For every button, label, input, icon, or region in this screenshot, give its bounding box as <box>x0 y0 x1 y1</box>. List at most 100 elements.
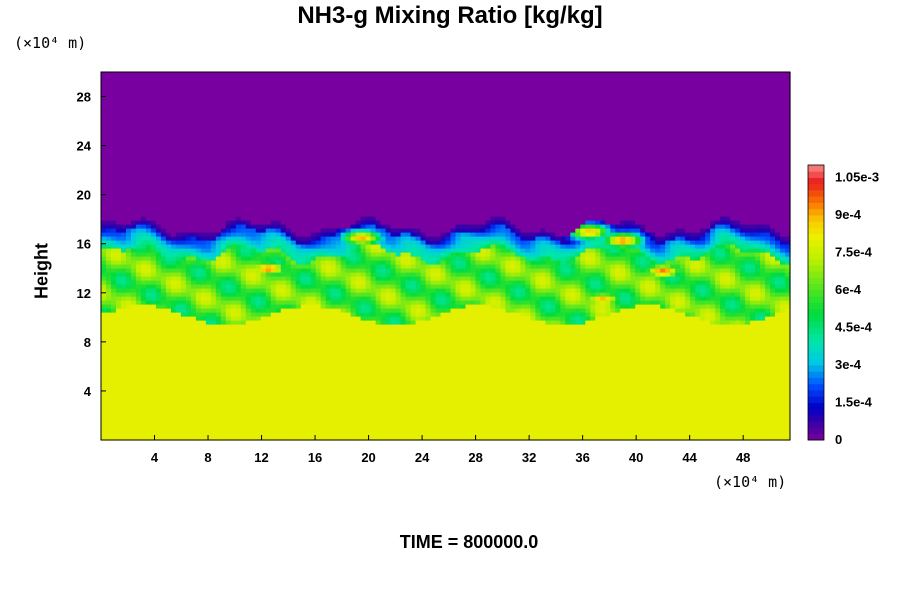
field-cell <box>470 316 477 321</box>
field-cell <box>545 324 551 329</box>
field-cell <box>105 292 112 297</box>
field-cell <box>265 312 272 317</box>
field-cell <box>480 320 487 325</box>
field-cell <box>190 380 197 385</box>
field-cell <box>175 344 182 349</box>
field-cell <box>395 360 402 365</box>
field-cell <box>365 332 372 337</box>
field-cell <box>505 372 511 377</box>
field-cell <box>275 352 282 357</box>
field-cell <box>725 364 731 369</box>
field-cell <box>210 372 217 377</box>
field-cell <box>165 312 172 317</box>
field-cell <box>305 332 312 337</box>
field-cell <box>320 312 327 317</box>
field-cell <box>185 344 192 349</box>
field-cell <box>160 292 167 297</box>
field-cell <box>630 316 636 321</box>
field-cell <box>765 308 771 313</box>
field-cell <box>575 352 581 357</box>
field-cell <box>315 412 322 417</box>
field-cell <box>520 368 526 373</box>
field-cell <box>620 340 626 345</box>
field-cell <box>355 340 362 345</box>
field-cell <box>410 332 417 337</box>
field-cell <box>420 328 427 333</box>
field-cell <box>570 340 576 345</box>
field-cell <box>660 400 666 405</box>
field-cell <box>645 340 651 345</box>
field-cell <box>760 420 766 425</box>
field-cell <box>290 336 297 341</box>
field-cell <box>680 424 686 429</box>
field-cell <box>690 396 696 401</box>
field-cell <box>625 352 631 357</box>
field-cell <box>525 360 531 365</box>
field-cell <box>220 408 227 413</box>
field-cell <box>370 388 377 393</box>
field-cell <box>275 304 282 309</box>
field-cell <box>750 352 756 357</box>
field-cell <box>720 368 726 373</box>
field-cell <box>665 424 671 429</box>
field-cell <box>735 376 741 381</box>
field-cell <box>175 404 182 409</box>
field-cell <box>135 320 142 325</box>
field-cell <box>505 368 511 373</box>
field-cell <box>420 396 427 401</box>
field-cell <box>485 312 492 317</box>
field-cell <box>660 416 666 421</box>
field-cell <box>180 304 187 309</box>
field-cell <box>615 368 621 373</box>
field-cell <box>500 312 507 317</box>
field-cell <box>660 368 666 373</box>
field-cell <box>630 348 636 353</box>
field-cell <box>125 344 132 349</box>
field-cell <box>160 396 167 401</box>
field-cell <box>160 420 167 425</box>
field-cell <box>285 408 292 413</box>
field-cell <box>545 340 551 345</box>
field-cell <box>175 428 182 433</box>
field-cell <box>370 396 377 401</box>
field-cell <box>595 324 601 329</box>
field-cell <box>585 336 591 341</box>
field-cell <box>375 400 382 405</box>
field-cell <box>500 372 507 377</box>
field-cell <box>620 368 626 373</box>
field-cell <box>395 328 402 333</box>
field-cell <box>535 412 541 417</box>
field-cell <box>375 428 382 433</box>
field-cell <box>515 392 521 397</box>
field-cell <box>465 412 472 417</box>
field-cell <box>255 436 262 441</box>
field-cell <box>335 332 342 337</box>
field-cell <box>540 348 546 353</box>
field-cell <box>555 360 561 365</box>
field-cell <box>160 356 167 361</box>
field-cell <box>735 400 741 405</box>
field-cell <box>310 336 317 341</box>
field-cell <box>410 336 417 341</box>
field-cell <box>255 360 262 365</box>
field-cell <box>650 412 656 417</box>
field-cell <box>685 304 691 309</box>
field-cell <box>325 356 332 361</box>
field-cell <box>355 392 362 397</box>
field-cell <box>515 388 521 393</box>
field-cell <box>570 388 576 393</box>
field-cell <box>690 332 696 337</box>
field-cell <box>595 372 601 377</box>
field-cell <box>140 292 147 297</box>
field-cell <box>565 424 571 429</box>
field-cell <box>700 392 706 397</box>
field-cell <box>325 364 332 369</box>
field-cell <box>580 388 586 393</box>
field-cell <box>165 352 172 357</box>
field-cell <box>780 376 786 381</box>
field-cell <box>405 436 412 441</box>
field-cell <box>120 408 127 413</box>
field-cell <box>655 320 661 325</box>
field-cell <box>260 436 267 441</box>
field-cell <box>435 428 442 433</box>
